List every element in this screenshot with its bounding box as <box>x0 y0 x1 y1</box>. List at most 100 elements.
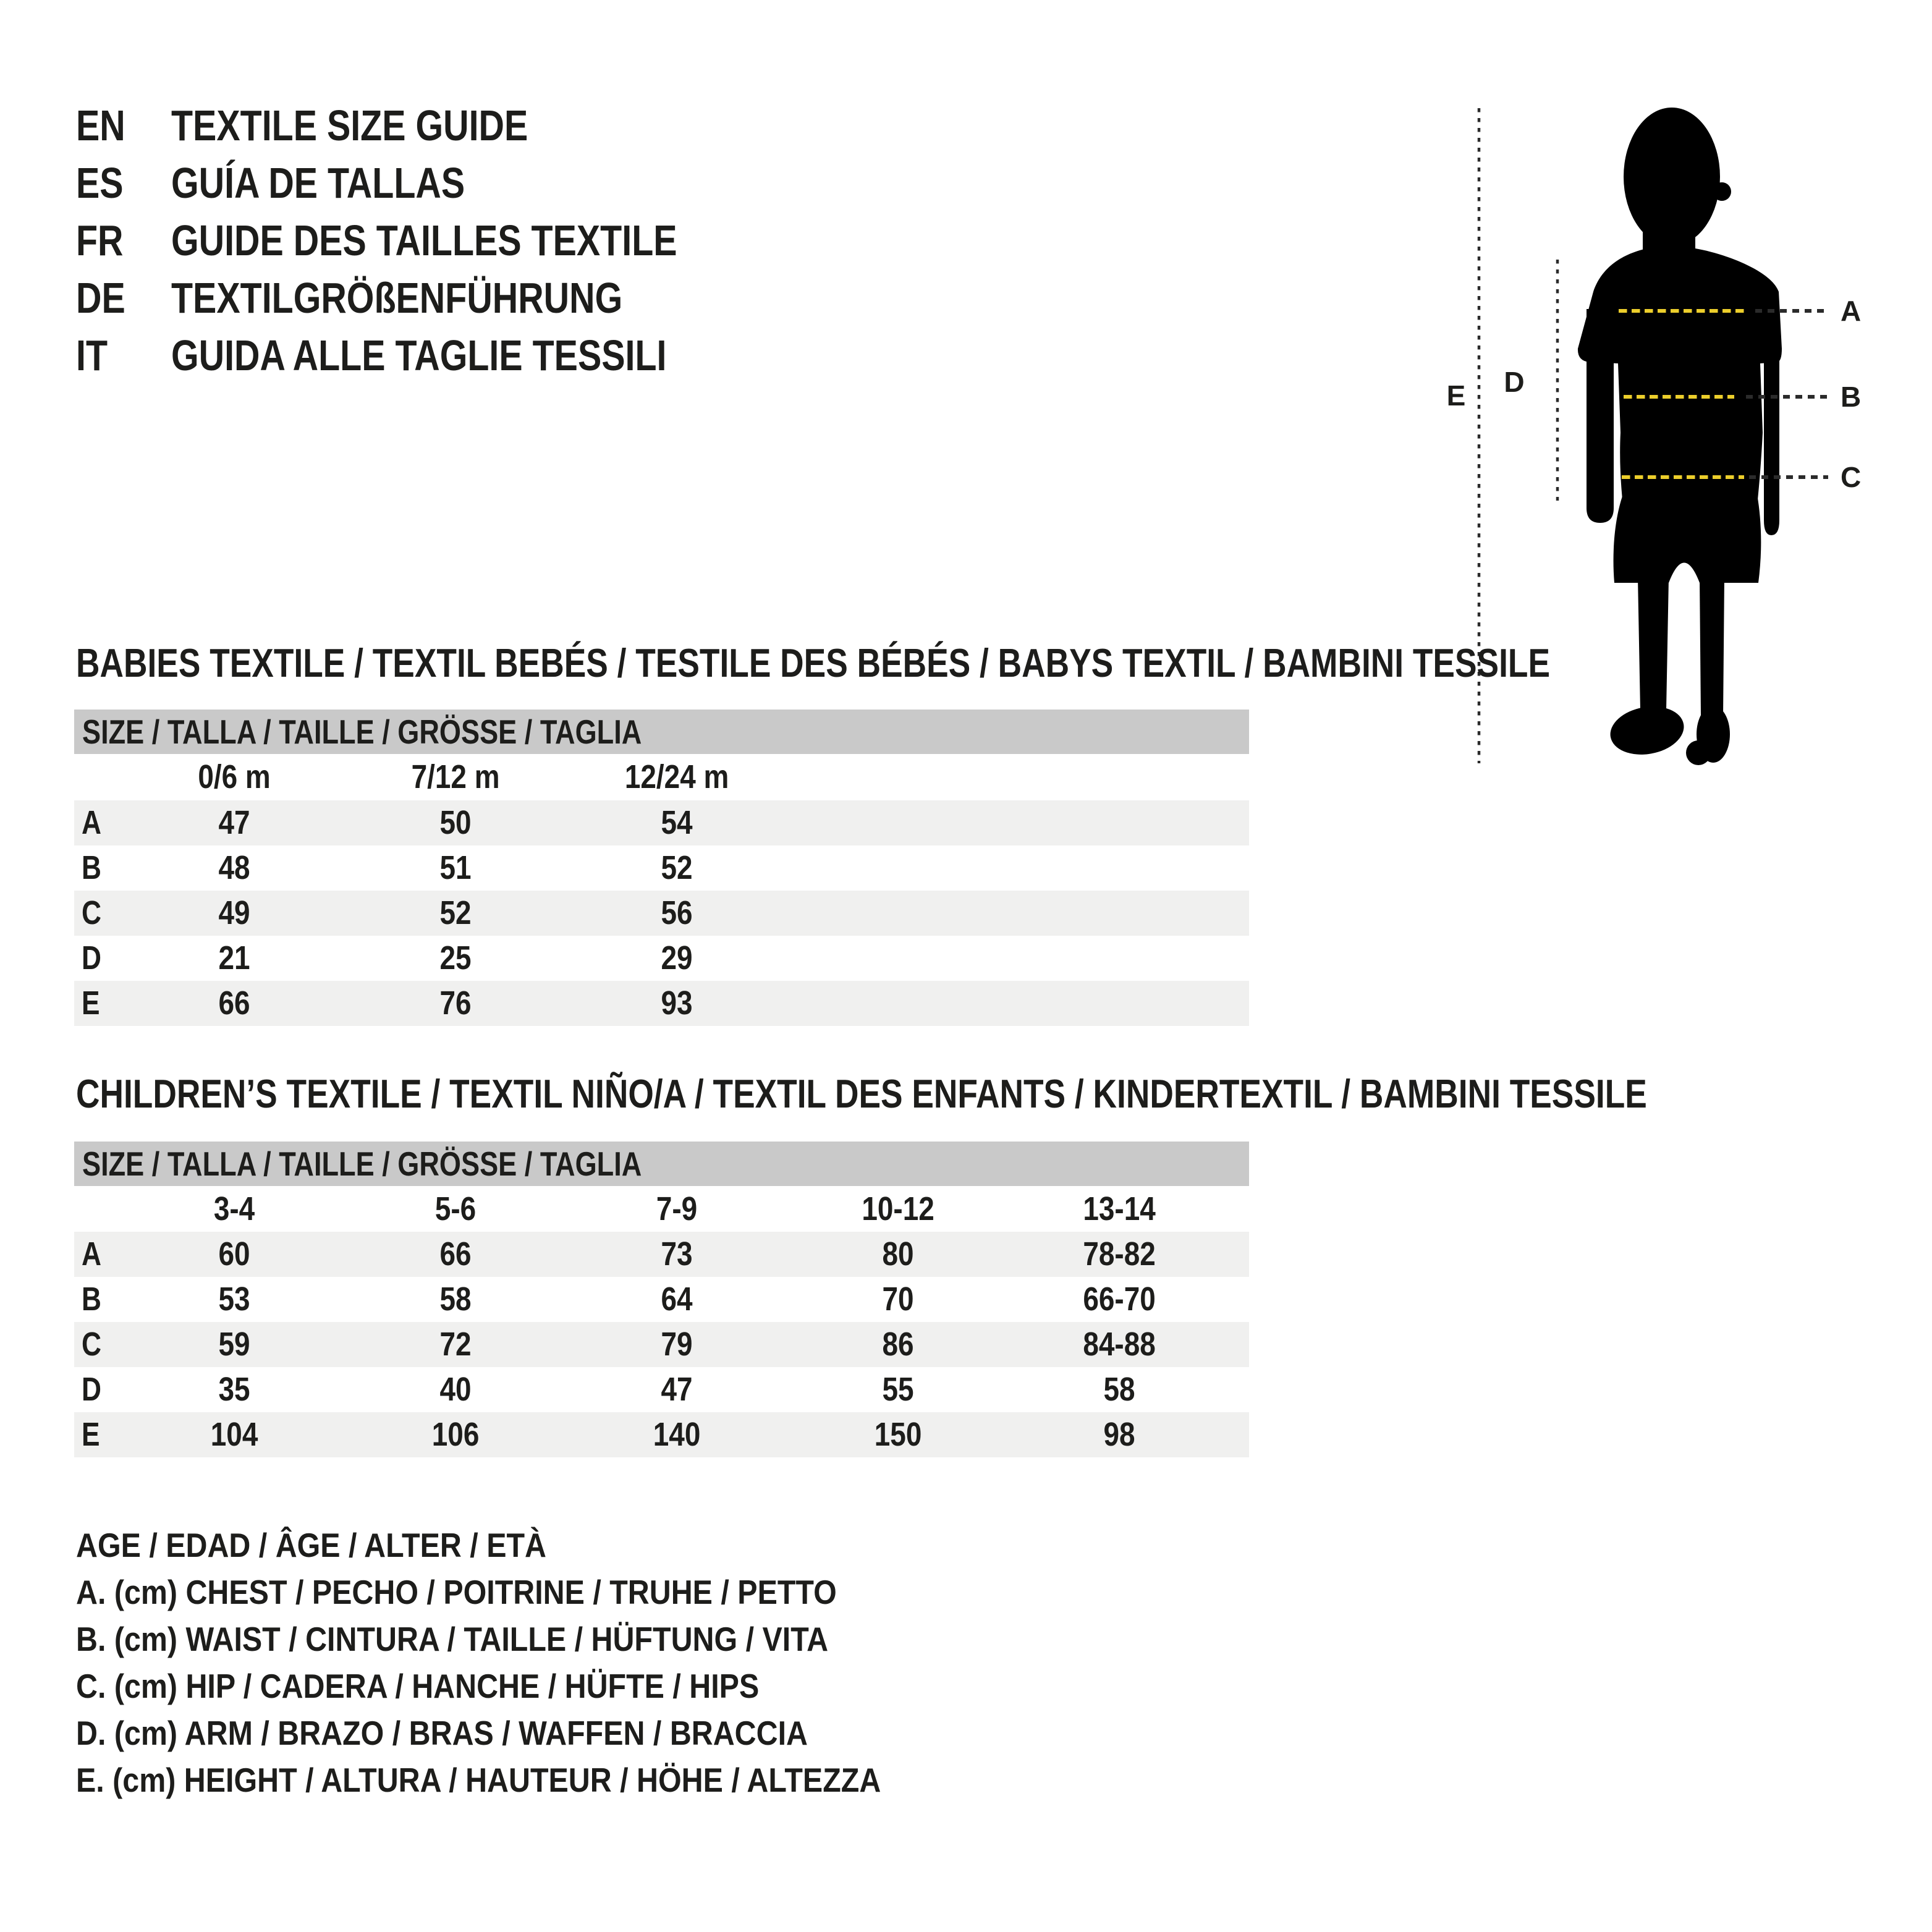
legend-line-height: E. (cm) HEIGHT / ALTURA / HAUTEUR / HÖHE… <box>76 1761 881 1799</box>
column-header: 12/24 m <box>624 758 729 795</box>
babies-section-heading: BABIES TEXTILE / TEXTIL BEBÉS / TESTILE … <box>76 640 1550 685</box>
silhouette-left-arm <box>1587 309 1614 523</box>
child-silhouette-diagram: E D A B C <box>1447 108 1861 765</box>
table-row: E 104 106 140 150 98 <box>74 1412 1249 1457</box>
legend-line-arm: D. (cm) ARM / BRAZO / BRAS / WAFFEN / BR… <box>76 1714 808 1752</box>
table-cell: 47 <box>218 804 250 841</box>
table-cell: 49 <box>218 894 250 931</box>
table-row: E 66 76 93 <box>74 981 1249 1026</box>
table-cell: 84-88 <box>1083 1326 1156 1363</box>
legend-line-chest: A. (cm) CHEST / PECHO / POITRINE / TRUHE… <box>76 1573 837 1611</box>
table-cell: 93 <box>661 985 693 1022</box>
child-silhouette <box>1577 108 1782 765</box>
table-cell: 59 <box>218 1326 250 1363</box>
guide-title-en: TEXTILE SIZE GUIDE <box>171 101 528 150</box>
table-cell: 58 <box>439 1281 472 1318</box>
column-header: 7-9 <box>656 1190 698 1227</box>
table-cell: 29 <box>661 939 693 977</box>
silhouette-shorts <box>1613 494 1761 583</box>
table-cell: 104 <box>210 1416 258 1453</box>
language-row-es: ES GUÍA DE TALLAS <box>76 154 788 211</box>
table-cell: 79 <box>661 1326 693 1363</box>
row-label: A <box>82 1235 101 1273</box>
guide-title-it: GUIDA ALLE TAGLIE TESSILI <box>171 331 667 379</box>
column-header: 13-14 <box>1083 1190 1156 1227</box>
silhouette-right-shoe-toe <box>1686 740 1711 765</box>
table-row: B 48 51 52 <box>74 845 1249 891</box>
table-cell: 40 <box>439 1371 472 1408</box>
silhouette-right-arm <box>1764 309 1779 535</box>
table-row: C 49 52 56 <box>74 891 1249 936</box>
table-cell: 98 <box>1103 1416 1135 1453</box>
table-cell: 66 <box>218 985 250 1022</box>
row-label: B <box>82 849 101 886</box>
language-code: IT <box>76 331 108 379</box>
measure-label-height: E <box>1447 379 1466 412</box>
table-cell: 58 <box>1103 1371 1135 1408</box>
table-cell: 70 <box>882 1281 914 1318</box>
table-cell: 80 <box>882 1235 914 1273</box>
silhouette-head <box>1624 108 1720 246</box>
column-header: 7/12 m <box>411 758 500 795</box>
table-cell: 72 <box>439 1326 472 1363</box>
table-cell: 21 <box>218 939 250 977</box>
row-label: A <box>82 804 101 841</box>
silhouette-left-shoe <box>1610 706 1684 755</box>
empty-cell <box>74 1186 124 1232</box>
table-row: D 35 40 47 55 58 <box>74 1367 1249 1412</box>
table-cell: 52 <box>661 849 693 886</box>
empty-cell <box>74 754 124 800</box>
column-header: 0/6 m <box>198 758 271 795</box>
table-cell: 86 <box>882 1326 914 1363</box>
table-cell: 66 <box>439 1235 472 1273</box>
column-header: 5-6 <box>434 1190 477 1227</box>
measure-label-chest: A <box>1841 295 1861 327</box>
table-cell: 50 <box>439 804 472 841</box>
table-cell: 53 <box>218 1281 250 1318</box>
table-row: D 21 25 29 <box>74 936 1249 981</box>
table-cell: 47 <box>661 1371 693 1408</box>
table-cell: 51 <box>439 849 472 886</box>
guide-title-de: TEXTILGRÖßENFÜHRUNG <box>171 273 623 322</box>
children-size-header-bar: SIZE / TALLA / TAILLE / GRÖSSE / TAGLIA <box>74 1142 1249 1186</box>
row-label: D <box>82 939 101 977</box>
column-header: 10-12 <box>862 1190 934 1227</box>
row-label: B <box>82 1281 101 1318</box>
children-section-heading: CHILDREN’S TEXTILE / TEXTIL NIÑO/A / TEX… <box>76 1071 1647 1116</box>
children-size-table: SIZE / TALLA / TAILLE / GRÖSSE / TAGLIA … <box>74 1142 1249 1457</box>
silhouette-ear <box>1713 182 1731 201</box>
language-code: DE <box>76 273 125 322</box>
table-cell: 106 <box>431 1416 480 1453</box>
guide-title-es: GUÍA DE TALLAS <box>171 158 465 207</box>
table-cell: 54 <box>661 804 693 841</box>
table-cell: 140 <box>653 1416 701 1453</box>
legend-line-age: AGE / EDAD / ÂGE / ALTER / ETÀ <box>76 1526 547 1564</box>
table-row: A 47 50 54 <box>74 800 1249 845</box>
language-code: FR <box>76 216 124 265</box>
table-cell: 60 <box>218 1235 250 1273</box>
row-label: C <box>82 1326 101 1363</box>
language-row-fr: FR GUIDE DES TAILLES TEXTILE <box>76 211 788 269</box>
babies-column-header-row: 0/6 m 7/12 m 12/24 m <box>74 754 1249 800</box>
legend-line-waist: B. (cm) WAIST / CINTURA / TAILLE / HÜFTU… <box>76 1620 829 1658</box>
table-cell: 64 <box>661 1281 693 1318</box>
row-label: E <box>82 1416 100 1453</box>
language-code: EN <box>76 101 125 150</box>
legend-line-hip: C. (cm) HIP / CADERA / HANCHE / HÜFTE / … <box>76 1667 760 1705</box>
babies-size-table: SIZE / TALLA / TAILLE / GRÖSSE / TAGLIA … <box>74 710 1249 1026</box>
table-row: C 59 72 79 86 84-88 <box>74 1322 1249 1367</box>
table-cell: 48 <box>218 849 250 886</box>
table-cell: 66-70 <box>1083 1281 1156 1318</box>
row-label: D <box>82 1371 101 1408</box>
language-title-list: EN TEXTILE SIZE GUIDE ES GUÍA DE TALLAS … <box>76 96 788 384</box>
table-cell: 76 <box>439 985 472 1022</box>
children-column-header-row: 3-4 5-6 7-9 10-12 13-14 <box>74 1186 1249 1232</box>
table-cell: 56 <box>661 894 693 931</box>
silhouette-right-leg <box>1700 578 1724 716</box>
row-label: C <box>82 894 101 931</box>
language-row-de: DE TEXTILGRÖßENFÜHRUNG <box>76 269 788 326</box>
table-cell: 55 <box>882 1371 914 1408</box>
table-cell: 78-82 <box>1083 1235 1156 1273</box>
table-cell: 52 <box>439 894 472 931</box>
